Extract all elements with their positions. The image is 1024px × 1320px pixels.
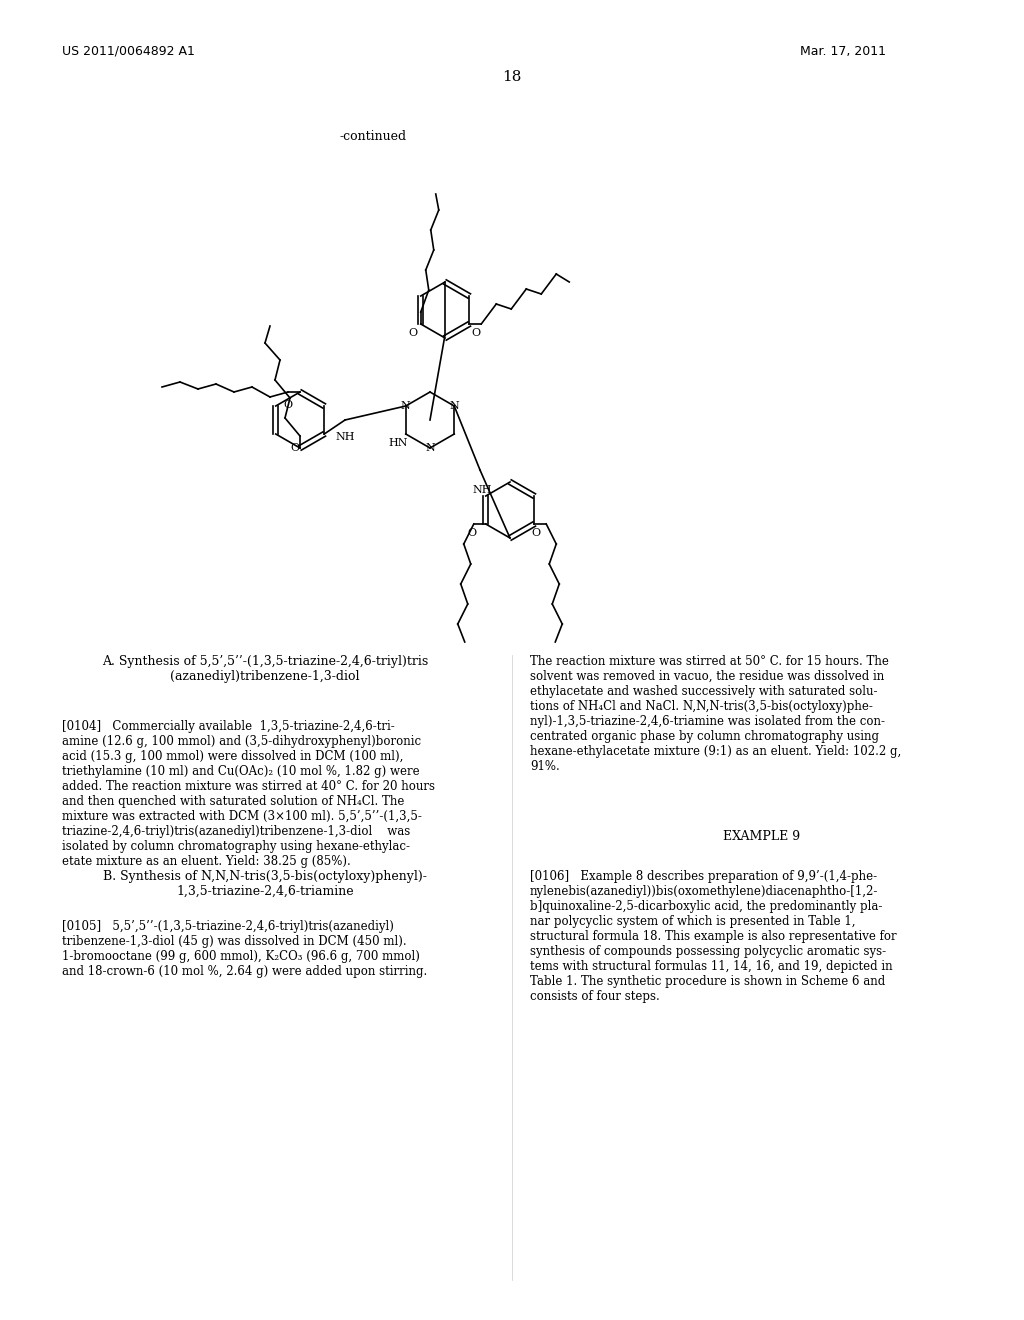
Text: NH: NH [335, 432, 354, 442]
Text: Mar. 17, 2011: Mar. 17, 2011 [800, 45, 886, 58]
Text: [0106]   Example 8 describes preparation of 9,9’-(1,4-phe-
nylenebis(azanediyl)): [0106] Example 8 describes preparation o… [530, 870, 897, 1003]
Text: The reaction mixture was stirred at 50° C. for 15 hours. The
solvent was removed: The reaction mixture was stirred at 50° … [530, 655, 901, 774]
Text: HN: HN [388, 438, 408, 447]
Text: -continued: -continued [340, 129, 408, 143]
Text: A. Synthesis of 5,5’,5’’-(1,3,5-triazine-2,4,6-triyl)tris
(azanediyl)tribenzene-: A. Synthesis of 5,5’,5’’-(1,3,5-triazine… [101, 655, 428, 682]
Text: EXAMPLE 9: EXAMPLE 9 [723, 830, 801, 843]
Text: 18: 18 [503, 70, 521, 84]
Text: US 2011/0064892 A1: US 2011/0064892 A1 [62, 45, 195, 58]
Text: O: O [409, 327, 418, 338]
Text: O: O [531, 528, 541, 539]
Text: N: N [450, 401, 459, 411]
Text: O: O [471, 327, 480, 338]
Text: [0105]   5,5’,5’’-(1,3,5-triazine-2,4,6-triyl)tris(azanediyl)
tribenzene-1,3-dio: [0105] 5,5’,5’’-(1,3,5-triazine-2,4,6-tr… [62, 920, 427, 978]
Text: O: O [284, 400, 293, 411]
Text: O: O [291, 444, 300, 453]
Text: N: N [425, 444, 435, 453]
Text: [0104]   Commercially available  1,3,5-triazine-2,4,6-tri-
amine (12.6 g, 100 mm: [0104] Commercially available 1,3,5-tria… [62, 719, 435, 869]
Text: N: N [400, 401, 411, 411]
Text: B. Synthesis of N,N,N-tris(3,5-bis(octyloxy)phenyl)-
1,3,5-triazine-2,4,6-triami: B. Synthesis of N,N,N-tris(3,5-bis(octyl… [103, 870, 427, 898]
Text: O: O [467, 528, 476, 539]
Text: NH: NH [472, 484, 492, 495]
